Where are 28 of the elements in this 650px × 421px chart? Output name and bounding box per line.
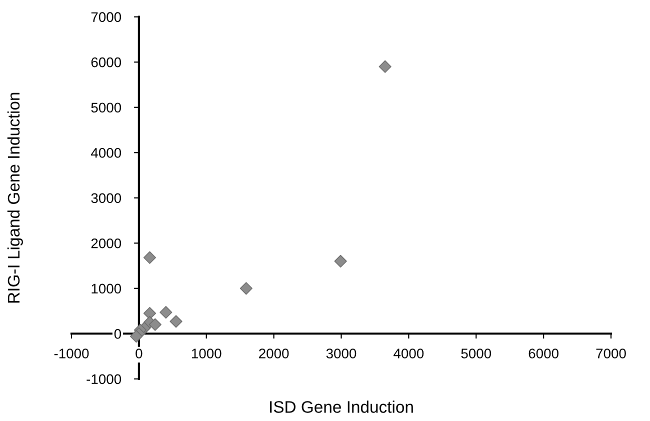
point [170,315,182,328]
y-axis-title: RIG-I Ligand Gene Induction [7,92,23,303]
y-tick-label: -1000 [86,374,122,384]
point [160,306,172,319]
y-tick-label: 0 [114,328,122,339]
x-tick-label: 6000 [528,348,558,358]
point [334,254,347,268]
y-tick-label: 3000 [91,193,122,204]
point [148,318,162,331]
x-tick-label: -1000 [54,348,89,358]
y-tick-label: 4000 [91,148,122,158]
point [378,60,392,73]
x-axis-title: ISD Gene Induction [270,400,413,413]
x-tick-label: 4000 [394,348,424,358]
y-tick-label: 5000 [91,102,122,113]
y-tick-label: 6000 [91,57,122,68]
y-tick-label: 1000 [92,284,122,294]
x-tick-label: 0 [136,348,142,358]
x-tick-label: 2000 [259,348,289,358]
point [130,330,143,343]
point [143,251,156,264]
y-tick-label: 2000 [91,238,122,248]
x-tick-label: 3000 [326,348,356,358]
point [240,282,252,295]
x-tick-label: 1000 [192,348,222,358]
y-tick-label: 7000 [91,12,122,22]
x-tick-label: 7000 [596,348,626,358]
x-tick-label: 5000 [461,348,492,358]
